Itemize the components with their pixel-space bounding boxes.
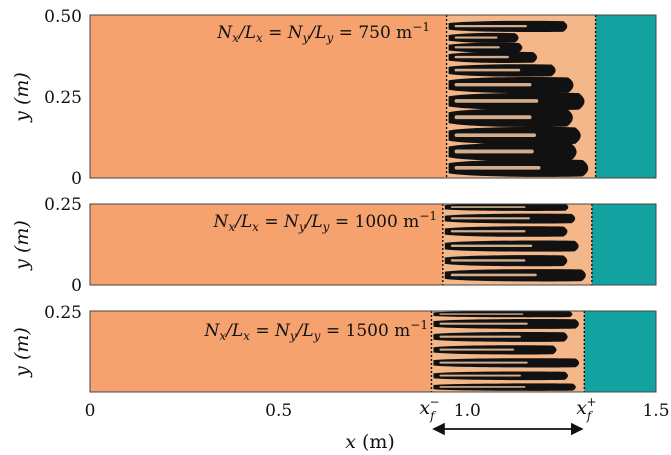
xtick-2: 1.0 — [454, 401, 481, 421]
finger-highlight-0-8 — [454, 46, 500, 49]
panel-750: Nx/Lx = Ny/Ly = 750 m−1 0 0.25 0.50 y (m… — [11, 7, 657, 189]
xf-plus-label: xf+ — [576, 395, 596, 423]
panel-750-ytick-1: 0.25 — [44, 88, 82, 108]
panel-1500-ytick-0: 0.25 — [44, 303, 82, 323]
finger-highlight-0-5 — [454, 82, 532, 87]
finger-highlight-1-0 — [450, 273, 537, 277]
finger-highlight-1-5 — [450, 206, 526, 208]
panel-750-frame — [89, 14, 657, 179]
panel-1500: Nx/Lx = Ny/Ly = 1500 m−1 0.25 y (m) — [11, 303, 657, 393]
finger-highlight-2-1 — [439, 374, 521, 377]
finger-highlight-2-2 — [439, 361, 528, 364]
panel-750-ylabel: y (m) — [11, 72, 33, 123]
finger-highlight-2-4 — [439, 335, 521, 338]
panel-1000-ytick-1: 0.25 — [44, 195, 82, 215]
panel-1500-annotation: Nx/Lx = Ny/Ly = 1500 m−1 — [203, 318, 428, 343]
panel-1000: Nx/Lx = Ny/Ly = 1000 m−1 0 0.25 y (m) — [11, 195, 657, 296]
xf-minus-label: xf− — [419, 395, 439, 423]
finger-highlight-1-4 — [450, 217, 530, 220]
panel-1000-fingers — [442, 204, 592, 285]
finger-highlight-0-10 — [454, 24, 527, 28]
panel-1000-annotation: Nx/Lx = Ny/Ly = 1000 m−1 — [212, 209, 437, 234]
xtick-0: 0 — [85, 401, 96, 421]
finger-highlight-2-5 — [439, 322, 528, 325]
panel-1500-frame — [89, 310, 657, 393]
panel-1000-ytick-0: 0 — [71, 276, 82, 296]
panel-750-right-fluid — [595, 15, 656, 178]
x-axis-label: x (m) — [345, 431, 395, 453]
panel-750-ytick-0: 0 — [71, 169, 82, 189]
finger-highlight-0-9 — [454, 36, 498, 39]
panel-1000-frame — [89, 203, 657, 286]
panel-1500-fingers — [431, 311, 585, 392]
panel-1500-ylabel: y (m) — [11, 327, 33, 378]
finger-highlight-2-0 — [439, 386, 526, 388]
panel-1000-ylabel: y (m) — [11, 220, 33, 271]
panel-750-annotation: Nx/Lx = Ny/Ly = 750 m−1 — [216, 20, 430, 45]
finger-highlight-0-3 — [454, 115, 532, 120]
finger-highlight-0-7 — [454, 55, 509, 59]
finger-highlight-2-3 — [439, 348, 515, 351]
finger-highlight-0-0 — [454, 165, 541, 170]
finger-highlight-1-3 — [450, 230, 526, 233]
xtick-1: 0.5 — [265, 401, 292, 421]
finger-highlight-0-1 — [454, 149, 534, 154]
finger-highlight-1-1 — [450, 259, 526, 262]
x-axis: 0 0.5 1.0 1.5 xf− xf+ x (m) — [85, 395, 670, 453]
finger-highlight-2-6 — [439, 313, 524, 315]
xtick-3: 1.5 — [642, 401, 669, 421]
finger-highlight-0-4 — [454, 99, 539, 103]
panel-1500-right-fluid — [584, 311, 656, 392]
finger-highlight-0-6 — [454, 68, 521, 72]
panel-750-ytick-2: 0.50 — [44, 7, 82, 27]
panel-1000-right-fluid — [591, 204, 656, 285]
panel-750-fingers — [446, 15, 596, 178]
finger-highlight-1-2 — [450, 244, 533, 247]
finger-highlight-0-2 — [454, 133, 537, 137]
